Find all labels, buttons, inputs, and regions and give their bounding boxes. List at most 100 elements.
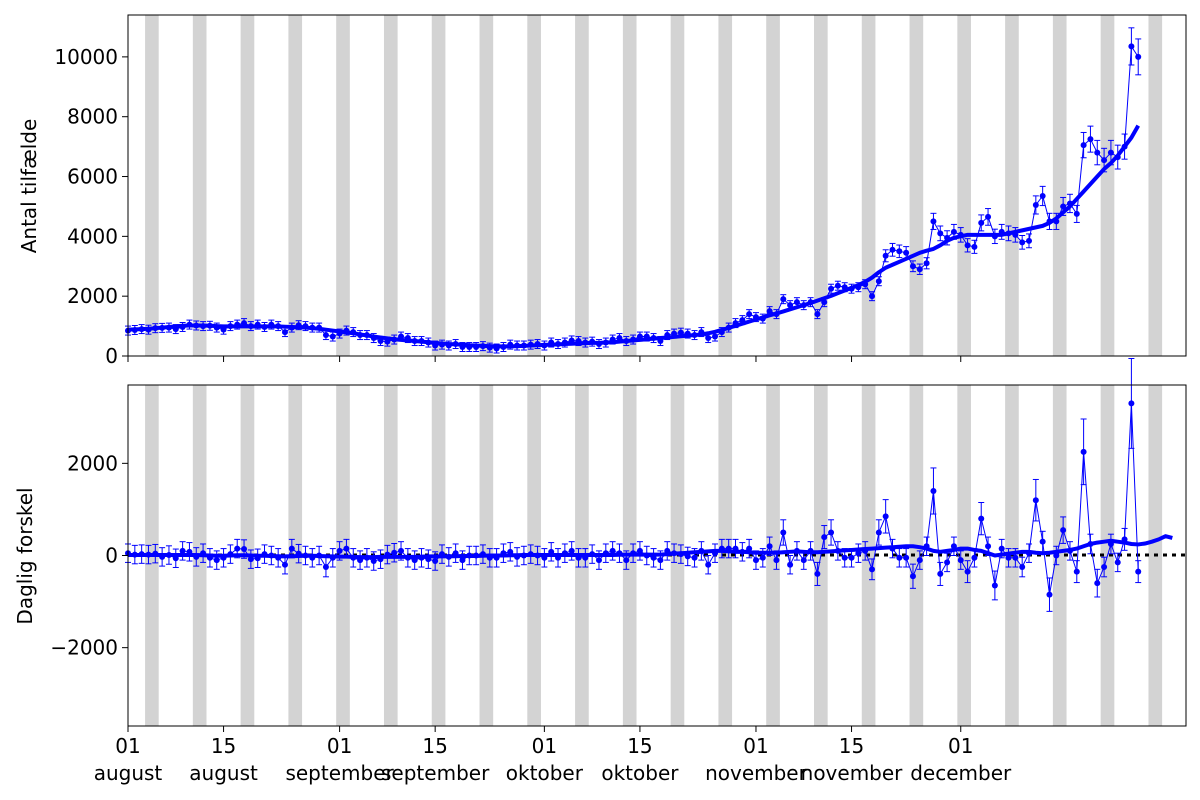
data-point xyxy=(1135,53,1142,60)
weekend-band xyxy=(336,15,350,356)
data-point xyxy=(705,561,712,568)
data-point xyxy=(712,333,719,340)
data-point xyxy=(896,554,903,561)
daily-difference-series xyxy=(125,358,1173,612)
weekend-band xyxy=(1100,15,1115,356)
data-point xyxy=(930,218,937,225)
data-point xyxy=(179,547,186,554)
data-point xyxy=(889,246,896,253)
data-point xyxy=(281,329,288,336)
data-point xyxy=(1039,192,1046,199)
x-tick-day: 01 xyxy=(532,734,557,758)
weekend-band xyxy=(1148,15,1163,356)
data-point xyxy=(978,219,985,226)
x-tick-month: december xyxy=(910,761,1012,785)
data-point xyxy=(1005,554,1012,561)
data-point xyxy=(848,554,855,561)
data-point xyxy=(1019,564,1026,571)
weekend-band xyxy=(718,15,733,356)
data-point xyxy=(391,549,398,556)
data-point xyxy=(1094,580,1101,587)
data-point xyxy=(1026,237,1033,244)
data-point xyxy=(834,282,841,289)
data-point xyxy=(923,260,930,267)
data-point xyxy=(1094,149,1101,156)
trend-line xyxy=(128,534,1173,560)
data-point xyxy=(288,545,295,552)
data-point xyxy=(971,554,978,561)
weekend-shading xyxy=(145,15,1163,356)
data-point xyxy=(937,570,944,577)
x-tick-month: oktober xyxy=(506,761,584,785)
data-point xyxy=(964,568,971,575)
data-point xyxy=(657,557,664,564)
cases-y-ticks: 0 2000 4000 6000 8000 10000 xyxy=(54,45,128,368)
data-point xyxy=(882,252,889,259)
y-tick-label: −2000 xyxy=(50,636,118,660)
data-point xyxy=(971,243,978,250)
data-point xyxy=(752,557,759,564)
x-tick-month: august xyxy=(189,761,258,785)
data-point xyxy=(241,546,248,553)
weekend-band xyxy=(909,385,924,726)
data-point xyxy=(1060,527,1067,534)
weekend-band xyxy=(192,15,207,356)
data-point xyxy=(691,554,698,561)
data-point xyxy=(896,248,903,255)
data-point xyxy=(343,545,350,552)
y-tick-label: 2000 xyxy=(67,284,118,308)
daily-difference-panel: −2000 0 2000 Daglig forskel xyxy=(13,358,1187,727)
data-point xyxy=(944,559,951,566)
data-point xyxy=(930,487,937,494)
data-point xyxy=(322,564,329,571)
x-tick-day: 15 xyxy=(211,734,236,758)
data-point xyxy=(869,293,876,300)
weekend-band xyxy=(813,15,828,356)
weekend-band xyxy=(383,15,398,356)
data-point xyxy=(684,553,691,560)
data-point xyxy=(281,561,288,568)
x-tick-month: november xyxy=(801,761,904,785)
data-point xyxy=(234,545,241,552)
x-tick-day: 15 xyxy=(839,734,864,758)
data-point xyxy=(1032,497,1039,504)
x-tick-day: 01 xyxy=(948,734,973,758)
weekend-band xyxy=(431,15,446,356)
data-point xyxy=(1073,568,1080,575)
data-point xyxy=(869,566,876,573)
data-point xyxy=(1046,591,1053,598)
data-point xyxy=(916,557,923,564)
data-point xyxy=(432,558,439,565)
data-point xyxy=(780,529,787,536)
data-point xyxy=(903,249,910,256)
y-tick-label: 2000 xyxy=(67,451,118,475)
data-point xyxy=(746,545,753,552)
data-point xyxy=(1073,210,1080,217)
data-point xyxy=(370,558,377,565)
data-point xyxy=(1135,568,1142,575)
data-point xyxy=(1128,400,1135,407)
data-point xyxy=(1114,559,1121,566)
data-point xyxy=(1012,554,1019,561)
difference-y-ticks: −2000 0 2000 xyxy=(50,451,128,660)
data-point xyxy=(247,556,254,563)
data-point xyxy=(1087,136,1094,143)
data-point xyxy=(991,582,998,589)
x-tick-day: 01 xyxy=(327,734,352,758)
data-point xyxy=(841,554,848,561)
x-tick-day: 15 xyxy=(627,734,652,758)
data-point xyxy=(609,547,616,554)
data-point xyxy=(1080,142,1087,149)
y-tick-label: 8000 xyxy=(67,105,118,129)
data-point xyxy=(903,554,910,561)
data-point xyxy=(821,534,828,541)
data-point xyxy=(1019,239,1026,246)
weekend-band xyxy=(527,15,541,356)
data-point xyxy=(787,561,794,568)
data-point xyxy=(875,529,882,536)
x-tick-day: 01 xyxy=(743,734,768,758)
data-point xyxy=(780,296,787,303)
data-point xyxy=(882,513,889,520)
data-point xyxy=(998,545,1005,552)
